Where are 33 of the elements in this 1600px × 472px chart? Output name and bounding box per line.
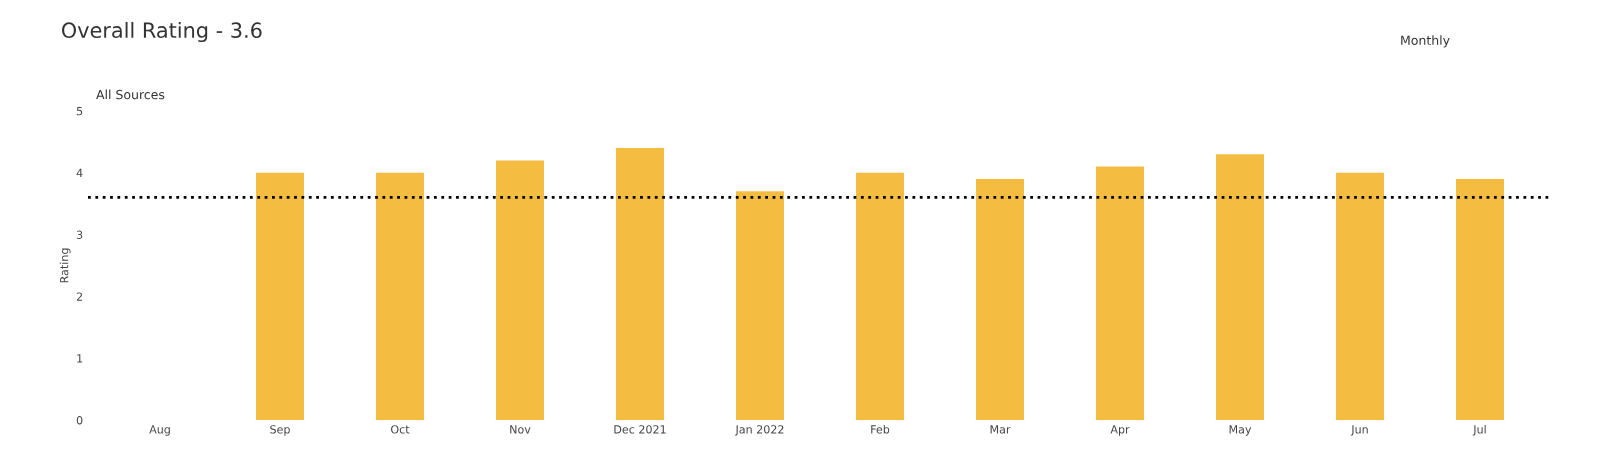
bar [1456,178,1504,421]
bar [1336,172,1384,421]
x-tick-label: Mar [990,425,1011,434]
bar [1096,166,1144,421]
x-tick-label: Oct [391,425,410,434]
y-tick-label: 0 [76,416,83,425]
y-tick-label: 5 [76,107,83,116]
bar [736,191,784,421]
bar [976,178,1024,421]
bar [256,172,304,421]
y-axis-title: Rating [59,248,71,283]
y-tick-label: 2 [76,292,83,301]
chart-title: Overall Rating - 3.6 [61,21,262,43]
y-tick-label: 4 [76,168,83,177]
text: Monthly [1401,35,1450,48]
x-tick-label: Jun [1350,425,1368,436]
x-tick-label: Nov [510,425,531,434]
bar [1216,154,1264,421]
x-tick-label: Sep [270,425,290,436]
bar [616,148,664,421]
bar [496,160,544,421]
y-tick-label: 1 [77,354,83,363]
text: All Sources [96,89,165,100]
bar [376,172,424,421]
x-tick-label: May [1229,425,1252,436]
x-tick-label: Aug [149,425,170,436]
x-tick-label: Jan 2022 [734,425,784,436]
x-tick-label: Apr [1110,425,1130,436]
x-tick-label: Feb [871,424,890,434]
x-tick-label: Jul [1472,424,1486,436]
x-tick-label: Dec 2021 [614,425,666,434]
y-tick-label: 3 [76,230,83,239]
bar [856,172,904,421]
